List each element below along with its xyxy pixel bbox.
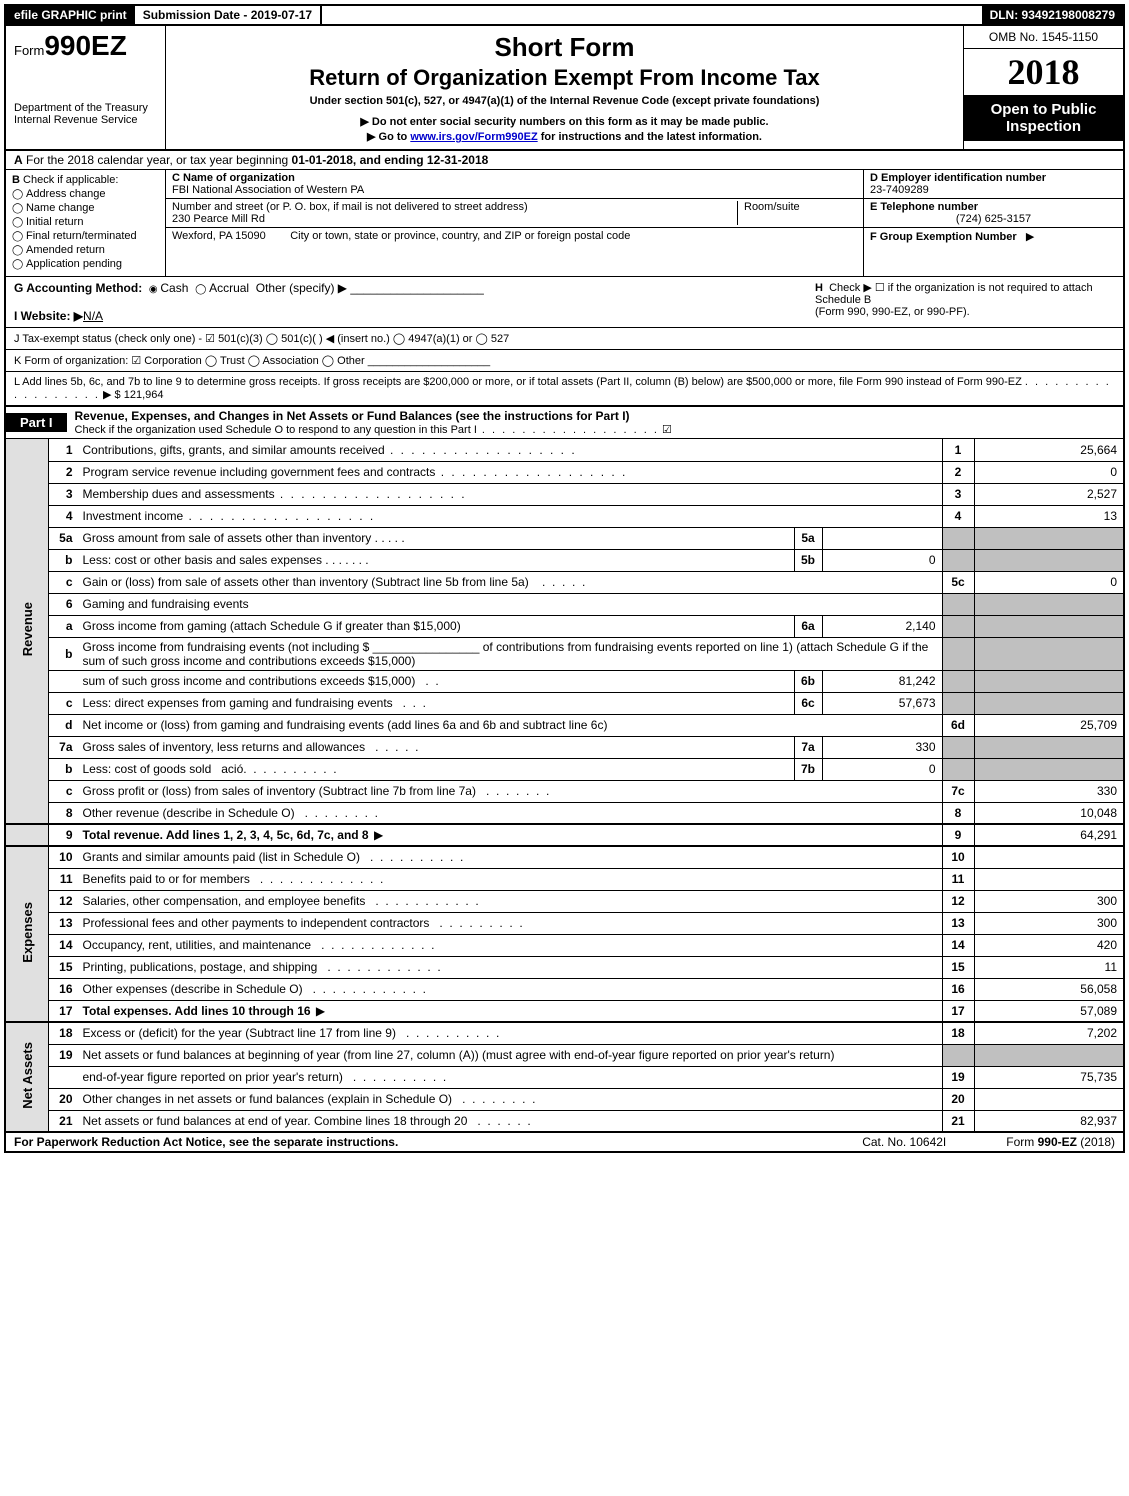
line-15: 15 Printing, publications, postage, and … (5, 956, 1124, 978)
website: N/A (83, 309, 103, 323)
line-20: 20 Other changes in net assets or fund b… (5, 1088, 1124, 1110)
line-5c: c Gain or (loss) from sale of assets oth… (5, 571, 1124, 593)
line-6b-2: sum of such gross income and contributio… (5, 670, 1124, 692)
page-footer: For Paperwork Reduction Act Notice, see … (4, 1133, 1125, 1153)
cat-no: Cat. No. 10642I (862, 1135, 946, 1149)
line-16: 16 Other expenses (describe in Schedule … (5, 978, 1124, 1000)
chk-address-change[interactable]: Address change (12, 188, 159, 200)
org-city: Wexford, PA 15090 (172, 230, 266, 242)
part1-table: Revenue 1 Contributions, gifts, grants, … (4, 439, 1125, 1133)
line-5b: b Less: cost or other basis and sales ex… (5, 549, 1124, 571)
col-b-checkboxes: B Check if applicable: Address change Na… (6, 170, 166, 276)
org-street: 230 Pearce Mill Rd (172, 213, 265, 225)
revenue-tab: Revenue (20, 602, 35, 656)
entity-block: B Check if applicable: Address change Na… (4, 170, 1125, 277)
line-19b: end-of-year figure reported on prior yea… (5, 1066, 1124, 1088)
goto-line: Go to www.irs.gov/Form990EZ for instruct… (174, 130, 955, 143)
irs-label: Internal Revenue Service (14, 114, 157, 126)
dln: DLN: 93492198008279 (982, 6, 1123, 24)
line-2: 2 Program service revenue including gove… (5, 461, 1124, 483)
part1-header: Part I Revenue, Expenses, and Changes in… (4, 407, 1125, 439)
return-title: Return of Organization Exempt From Incom… (174, 65, 955, 91)
acct-accrual[interactable]: Accrual (195, 281, 249, 295)
chk-name-change[interactable]: Name change (12, 202, 159, 214)
chk-initial-return[interactable]: Initial return (12, 216, 159, 228)
line-6d: d Net income or (loss) from gaming and f… (5, 714, 1124, 736)
privacy-notice: Do not enter social security numbers on … (174, 115, 955, 128)
chk-final-return[interactable]: Final return/terminated (12, 230, 159, 242)
paperwork-notice: For Paperwork Reduction Act Notice, see … (14, 1135, 398, 1149)
line-7a: 7a Gross sales of inventory, less return… (5, 736, 1124, 758)
acct-other[interactable]: Other (specify) ▶ (256, 281, 347, 295)
line-8: 8 Other revenue (describe in Schedule O)… (5, 802, 1124, 824)
acct-cash[interactable]: Cash (149, 281, 189, 295)
dept-treasury: Department of the Treasury (14, 102, 157, 114)
line-4: 4 Investment income 4 13 (5, 505, 1124, 527)
line-21: 21 Net assets or fund balances at end of… (5, 1110, 1124, 1132)
efile-print-button[interactable]: efile GRAPHIC print (6, 6, 135, 24)
line-19a: 19 Net assets or fund balances at beginn… (5, 1044, 1124, 1066)
col-c-nameaddr: C Name of organization FBI National Asso… (166, 170, 863, 276)
expenses-tab: Expenses (20, 902, 35, 963)
row-gh: G Accounting Method: Cash Accrual Other … (4, 277, 1125, 328)
form-header: Form990EZ Department of the Treasury Int… (4, 26, 1125, 151)
line-3: 3 Membership dues and assessments 3 2,52… (5, 483, 1124, 505)
line-7b: b Less: cost of goods sold ació. . . . .… (5, 758, 1124, 780)
row-k: K Form of organization: ☑ Corporation ◯ … (4, 350, 1125, 372)
col-def: D Employer identification number 23-7409… (863, 170, 1123, 276)
short-form-title: Short Form (174, 32, 955, 63)
irs-link[interactable]: www.irs.gov/Form990EZ (410, 131, 537, 143)
chk-amended-return[interactable]: Amended return (12, 244, 159, 256)
top-bar: efile GRAPHIC print Submission Date - 20… (4, 4, 1125, 26)
line-6b-1: b Gross income from fundraising events (… (5, 637, 1124, 670)
line-18: Net Assets 18 Excess or (deficit) for th… (5, 1022, 1124, 1044)
line-11: 11 Benefits paid to or for members . . .… (5, 868, 1124, 890)
gross-receipts: 121,964 (124, 389, 164, 401)
netassets-tab: Net Assets (20, 1042, 35, 1109)
org-name: FBI National Association of Western PA (172, 184, 364, 196)
telephone: (724) 625-3157 (870, 213, 1117, 225)
line-5a: 5a Gross amount from sale of assets othe… (5, 527, 1124, 549)
line-6a: a Gross income from gaming (attach Sched… (5, 615, 1124, 637)
omb-number: OMB No. 1545-1150 (964, 26, 1123, 49)
form-number: Form990EZ (14, 30, 157, 62)
form-ref: Form 990-EZ (2018) (1006, 1135, 1115, 1149)
line-9: 9 Total revenue. Add lines 1, 2, 3, 4, 5… (5, 824, 1124, 846)
row-l: L Add lines 5b, 6c, and 7b to line 9 to … (4, 372, 1125, 407)
ein: 23-7409289 (870, 184, 929, 196)
line-14: 14 Occupancy, rent, utilities, and maint… (5, 934, 1124, 956)
line-17: 17 Total expenses. Add lines 10 through … (5, 1000, 1124, 1022)
tax-year: 2018 (964, 49, 1123, 95)
h-check-text: Check ▶ ☐ if the organization is not req… (815, 282, 1093, 306)
line-10: Expenses 10 Grants and similar amounts p… (5, 846, 1124, 868)
row-j: J Tax-exempt status (check only one) - ☑… (4, 328, 1125, 350)
line-1: Revenue 1 Contributions, gifts, grants, … (5, 439, 1124, 461)
under-section: Under section 501(c), 527, or 4947(a)(1)… (174, 95, 955, 107)
line-6: 6 Gaming and fundraising events (5, 593, 1124, 615)
line-13: 13 Professional fees and other payments … (5, 912, 1124, 934)
line-7c: c Gross profit or (loss) from sales of i… (5, 780, 1124, 802)
chk-application-pending[interactable]: Application pending (12, 258, 159, 270)
row-a-tax-year: A For the 2018 calendar year, or tax yea… (4, 151, 1125, 170)
submission-date: Submission Date - 2019-07-17 (135, 6, 322, 24)
open-to-public: Open to Public Inspection (964, 95, 1123, 141)
line-12: 12 Salaries, other compensation, and emp… (5, 890, 1124, 912)
line-6c: c Less: direct expenses from gaming and … (5, 692, 1124, 714)
